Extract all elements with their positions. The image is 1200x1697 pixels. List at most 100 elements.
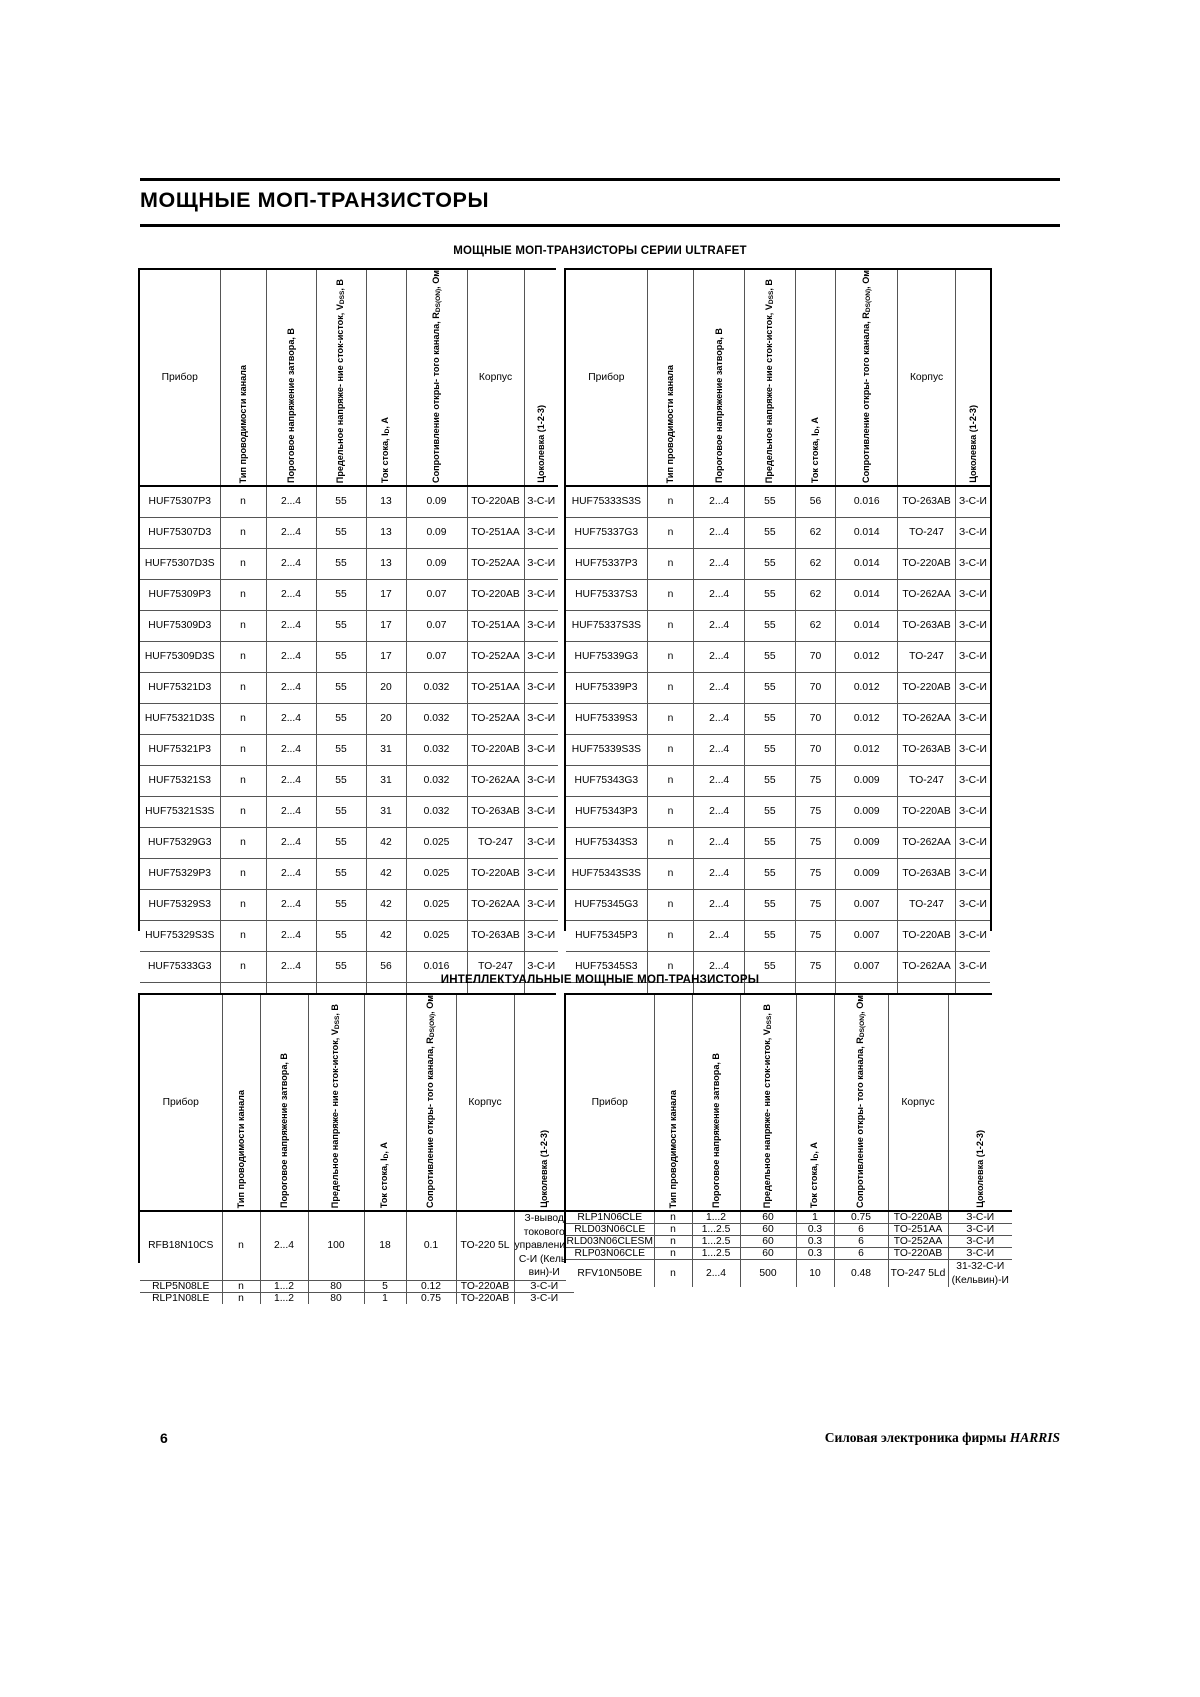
- cell-package: TO-263AB: [897, 609, 956, 642]
- cell-device: HUF75307P3: [140, 485, 221, 518]
- cell-gate-threshold: 2...4: [265, 764, 317, 797]
- cell-gate-threshold: 2...4: [693, 795, 745, 828]
- cell-channel-type: n: [646, 919, 695, 952]
- cell-pinout: З-С-И: [523, 671, 558, 704]
- cell-pinout: З-С-И: [523, 826, 558, 859]
- cell-device: RLP1N06CLE: [566, 1210, 655, 1224]
- table-body: HUF75307P3 n 2...4 55 13 0.09 TO-220AB З-С-И HUF…: [140, 485, 558, 1044]
- cell-device: RLP5N08LE: [140, 1279, 223, 1293]
- cell-gate-threshold: 2...4: [693, 888, 745, 921]
- cell-package: TO-262AA: [466, 764, 525, 797]
- cell-package: TO-220AB: [897, 919, 956, 952]
- col-pinout: Цоколевка (1-2-3): [523, 270, 558, 487]
- table-row: HUF75333S3S n 2...4 55 56 0.016 TO-263AB З-С-И: [566, 485, 990, 518]
- table-row: HUF75321S3 n 2...4 55 31 0.032 TO-262AA З-С-И: [140, 764, 558, 797]
- cell-device: HUF75307D3: [140, 516, 221, 549]
- cell-vdss: 55: [315, 826, 367, 859]
- col-channel-type: Тип проводимости канала: [221, 995, 261, 1212]
- col-rdson: Сопротивление откры- того канала, RDS(ON…: [833, 995, 889, 1212]
- cell-channel-type: n: [219, 795, 267, 828]
- cell-device: HUF75345S3: [566, 950, 648, 983]
- table-row: HUF75337P3 n 2...4 55 62 0.014 TO-220AB З-С-И: [566, 547, 990, 580]
- cell-vdss: 80: [307, 1279, 365, 1293]
- cell-id: 62: [794, 516, 837, 549]
- cell-rdson: 0.007: [835, 888, 899, 921]
- col-vdss: Предельное напряже- ние сток-исток, VDSS…: [739, 995, 797, 1212]
- cell-pinout: З-С-И: [523, 919, 558, 952]
- cell-package: TO-247: [897, 516, 956, 549]
- cell-channel-type: n: [221, 1279, 261, 1293]
- cell-package: TO-262AA: [897, 702, 956, 735]
- cell-vdss: 55: [744, 547, 796, 580]
- cell-device: HUF75339G3: [566, 640, 648, 673]
- cell-rdson: 0.025: [405, 919, 468, 952]
- cell-vdss: 55: [315, 764, 367, 797]
- cell-vdss: 55: [744, 888, 796, 921]
- cell-package: TO-247: [466, 950, 525, 983]
- cell-gate-threshold: 2...4: [265, 826, 317, 859]
- cell-id: 31: [365, 764, 407, 797]
- cell-gate-threshold: 2...4: [693, 733, 745, 766]
- cell-rdson: 6: [833, 1235, 889, 1248]
- col-vdss: Предельное напряже- ние сток-исток, VDSS…: [307, 995, 365, 1212]
- cell-rdson: 0.012: [835, 702, 899, 735]
- cell-rdson: 0.025: [405, 857, 468, 890]
- cell-device: HUF75345G3: [566, 888, 648, 921]
- cell-vdss: 55: [744, 640, 796, 673]
- cell-package: TO-247 5Ld: [887, 1259, 949, 1288]
- cell-vdss: 55: [315, 609, 367, 642]
- cell-pinout: З-С-И: [954, 485, 990, 518]
- cell-id: 20: [365, 702, 407, 735]
- cell-vdss: 55: [315, 640, 367, 673]
- col-package: Корпус: [466, 270, 525, 487]
- cell-vdss: 55: [744, 857, 796, 890]
- cell-vdss: 55: [315, 950, 367, 983]
- table-body: RFB18N10CS n 2...4 100 18 0.1 TO-220 5L З-вывод…: [140, 1210, 574, 1304]
- col-id: Ток стока, ID, А: [794, 270, 837, 487]
- cell-rdson: 0.009: [835, 826, 899, 859]
- cell-vdss: 60: [739, 1223, 797, 1236]
- cell-gate-threshold: 2...4: [265, 671, 317, 704]
- page-title: МОЩНЫЕ МОП-ТРАНЗИСТОРЫ: [140, 188, 490, 212]
- cell-gate-threshold: 2...4: [693, 485, 745, 518]
- cell-id: 75: [794, 888, 837, 921]
- cell-pinout: З-С-И: [523, 733, 558, 766]
- table: Прибор Тип проводимости канала Пороговое…: [566, 270, 990, 1013]
- table-header-row: Прибор Тип проводимости канала Пороговое…: [566, 270, 990, 487]
- table-row: HUF75309P3 n 2...4 55 17 0.07 TO-220AB З-С-И: [140, 578, 558, 611]
- cell-device: HUF75329S3: [140, 888, 221, 921]
- cell-gate-threshold: 2...4: [265, 888, 317, 921]
- cell-device: HUF75343G3: [566, 764, 648, 797]
- cell-package: TO-251AA: [466, 609, 525, 642]
- table-header-row: Прибор Тип проводимости канала Пороговое…: [566, 995, 1012, 1212]
- cell-vdss: 80: [307, 1291, 365, 1304]
- col-channel-type: Тип проводимости канала: [646, 270, 695, 487]
- cell-pinout: З-С-И: [523, 485, 558, 518]
- cell-id: 10: [795, 1259, 835, 1288]
- cell-device: RLP03N06CLE: [566, 1247, 655, 1260]
- table-body: HUF75333S3S n 2...4 55 56 0.016 TO-263AB З-С-И H…: [566, 485, 990, 1013]
- table-row: HUF75343S3 n 2...4 55 75 0.009 TO-262AA З-С-И: [566, 826, 990, 859]
- table-row: HUF75343G3 n 2...4 55 75 0.009 TO-247 З-С-И: [566, 764, 990, 797]
- cell-gate-threshold: 2...4: [693, 671, 745, 704]
- cell-pinout: З-С-И: [523, 888, 558, 921]
- cell-device: HUF75321P3: [140, 733, 221, 766]
- cell-vdss: 55: [315, 888, 367, 921]
- cell-id: 70: [794, 640, 837, 673]
- table-row: HUF75329S3S n 2...4 55 42 0.025 TO-263AB З-С-И: [140, 919, 558, 952]
- table-row: HUF75339P3 n 2...4 55 70 0.012 TO-220AB З-С-И: [566, 671, 990, 704]
- cell-package: TO-251AA: [466, 671, 525, 704]
- cell-pinout: З-С-И: [523, 516, 558, 549]
- cell-gate-threshold: 2...4: [265, 485, 317, 518]
- cell-package: TO-220AB: [466, 578, 525, 611]
- cell-rdson: 0.009: [835, 795, 899, 828]
- cell-pinout: З-С-И: [954, 950, 990, 983]
- cell-pinout: З-С-И: [954, 857, 990, 890]
- col-rdson: Сопротивление откры- того канала, RDS(ON…: [405, 995, 457, 1212]
- cell-pinout: З-С-И: [954, 826, 990, 859]
- cell-channel-type: n: [646, 888, 695, 921]
- cell-vdss: 55: [744, 733, 796, 766]
- cell-package: TO-220 5L: [455, 1210, 515, 1281]
- cell-package: TO-263AB: [897, 857, 956, 890]
- cell-rdson: 0.014: [835, 578, 899, 611]
